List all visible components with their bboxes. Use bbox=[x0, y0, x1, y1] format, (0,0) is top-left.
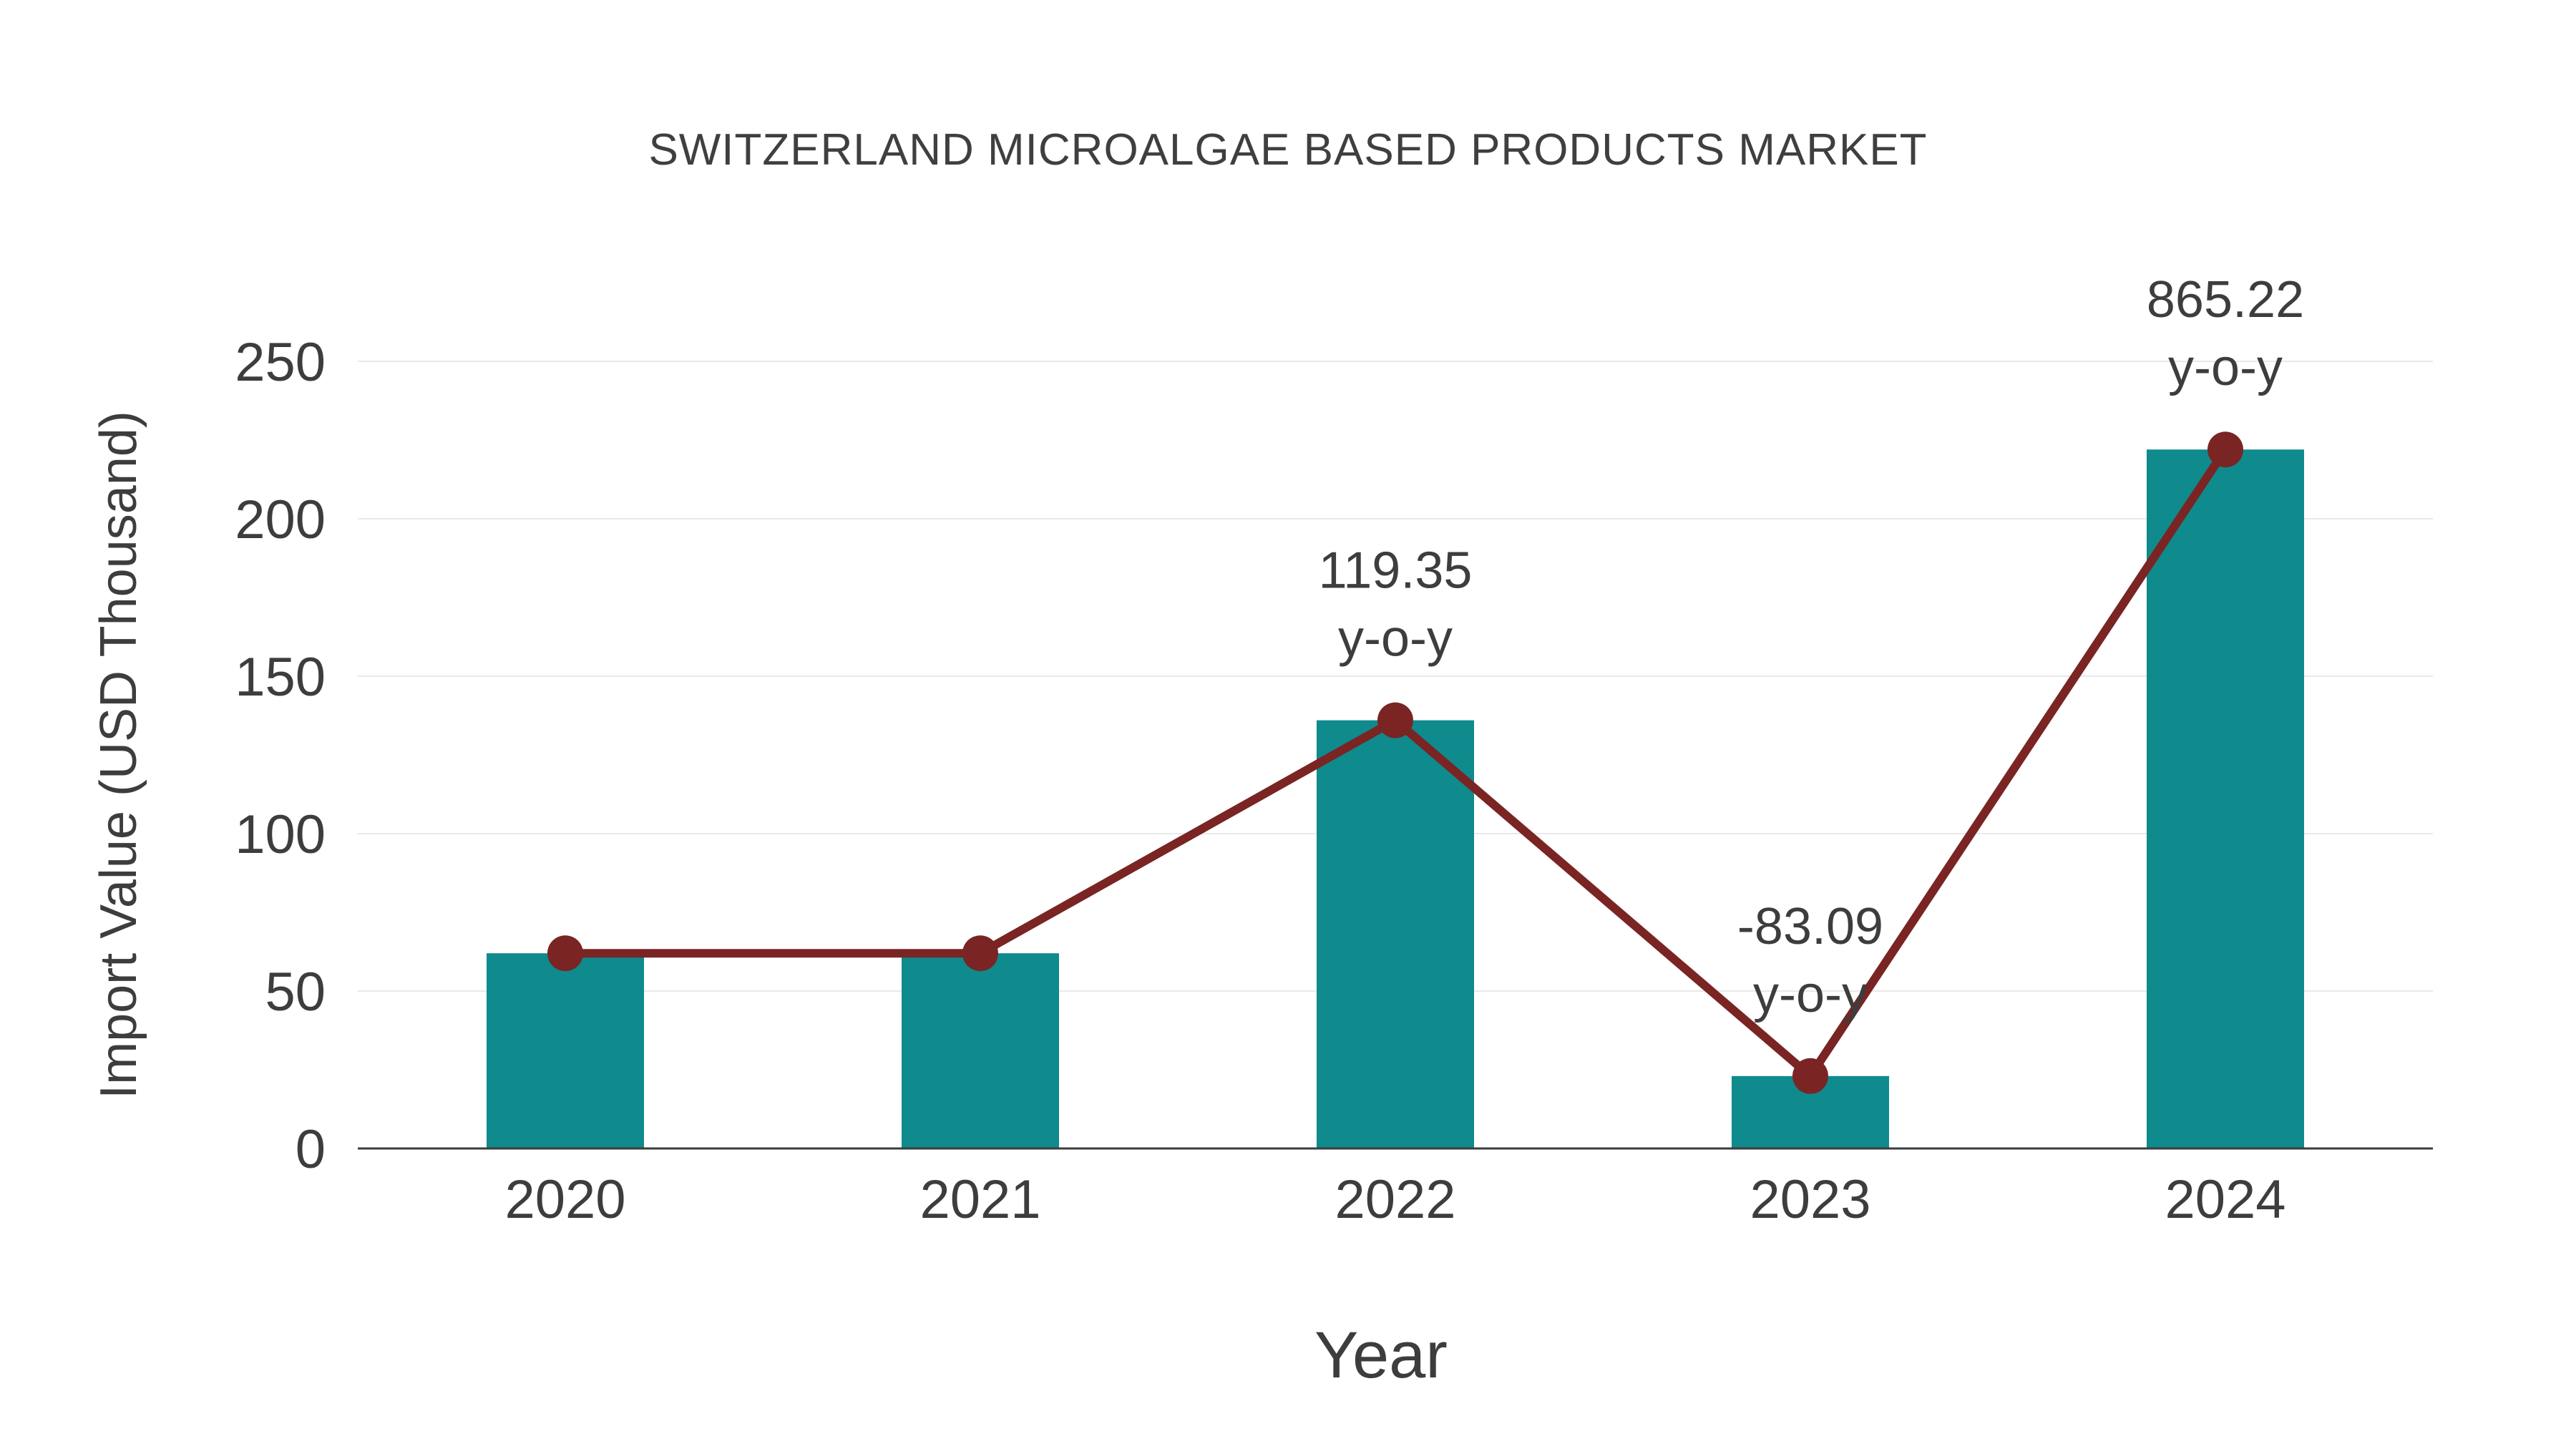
y-axis-title: Import Value (USD Thousand) bbox=[90, 411, 147, 1099]
bars-group bbox=[487, 449, 2304, 1148]
trend-marker bbox=[1792, 1058, 1828, 1094]
x-tick-label: 2024 bbox=[2165, 1169, 2285, 1230]
annotation-text: -83.09 bbox=[1737, 898, 1883, 955]
gridlines-group bbox=[358, 361, 2433, 992]
chart-title: SWITZERLAND MICROALGAE BASED PRODUCTS MA… bbox=[648, 125, 1927, 175]
trend-marker bbox=[547, 935, 583, 972]
y-tick-label: 200 bbox=[235, 489, 326, 550]
bar bbox=[2147, 449, 2304, 1148]
x-tick-label: 2021 bbox=[919, 1169, 1040, 1230]
trend-marker bbox=[2207, 431, 2243, 468]
annotation-text: y-o-y bbox=[2168, 339, 2283, 396]
x-tick-label: 2020 bbox=[504, 1169, 625, 1230]
y-tick-label: 0 bbox=[296, 1119, 326, 1180]
ytick-labels-group: 0 50 100 150 200 250 bbox=[235, 332, 326, 1180]
x-tick-label: 2022 bbox=[1335, 1169, 1455, 1230]
y-tick-label: 100 bbox=[235, 804, 326, 865]
annotation-text: y-o-y bbox=[1338, 610, 1453, 668]
trend-line-group bbox=[547, 431, 2243, 1094]
bar bbox=[902, 953, 1059, 1148]
annotation-text: 865.22 bbox=[2147, 271, 2304, 328]
annotation-text: 119.35 bbox=[1319, 542, 1473, 600]
x-axis-title: Year bbox=[1314, 1319, 1448, 1392]
trend-marker bbox=[962, 935, 998, 972]
x-tick-label: 2023 bbox=[1750, 1169, 1870, 1230]
trend-marker bbox=[1377, 702, 1413, 738]
y-tick-label: 250 bbox=[235, 332, 326, 393]
y-tick-label: 50 bbox=[265, 962, 326, 1023]
xtick-labels-group: 2020 2021 2022 2023 2024 bbox=[504, 1169, 2285, 1230]
annotations-group: 119.35 y-o-y -83.09 y-o-y 865.22 y-o-y bbox=[1319, 271, 2305, 1023]
annotation-text: y-o-y bbox=[1753, 966, 1868, 1023]
bar bbox=[487, 953, 644, 1148]
y-tick-label: 150 bbox=[235, 647, 326, 708]
bar bbox=[1317, 720, 1474, 1148]
